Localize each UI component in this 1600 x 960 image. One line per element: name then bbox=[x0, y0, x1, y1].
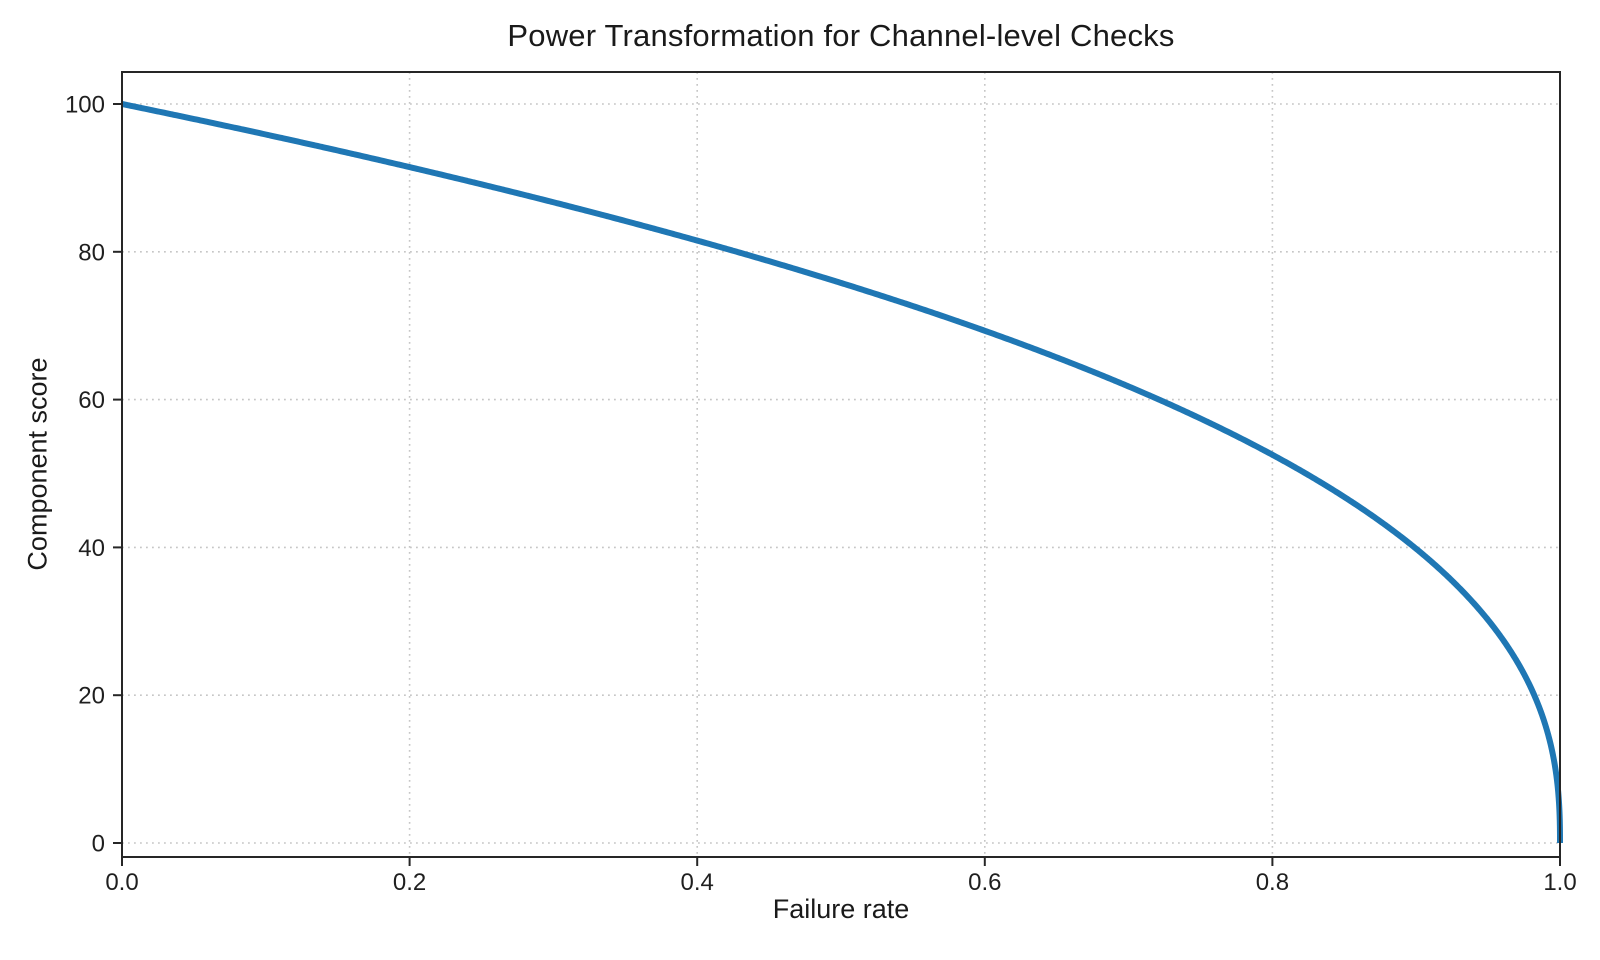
chart-title: Power Transformation for Channel-level C… bbox=[507, 18, 1175, 53]
y-tick-label: 40 bbox=[78, 535, 105, 562]
x-tick-label: 0.2 bbox=[393, 869, 426, 896]
y-tick-label: 0 bbox=[92, 831, 105, 858]
x-tick-label: 0.4 bbox=[681, 869, 714, 896]
x-axis-label: Failure rate bbox=[772, 894, 910, 924]
axes-box bbox=[121, 71, 1561, 858]
y-tick-label: 100 bbox=[65, 92, 105, 119]
x-tick-label: 0.8 bbox=[1256, 869, 1289, 896]
y-tick-label: 80 bbox=[78, 239, 105, 266]
x-tick-label: 1.0 bbox=[1543, 869, 1576, 896]
y-tick-label: 20 bbox=[78, 683, 105, 710]
data-series-line bbox=[121, 101, 1563, 845]
x-tick-label: 0.6 bbox=[968, 869, 1001, 896]
y-tick-label: 60 bbox=[78, 387, 105, 414]
x-tick-label: 0.0 bbox=[105, 869, 138, 896]
